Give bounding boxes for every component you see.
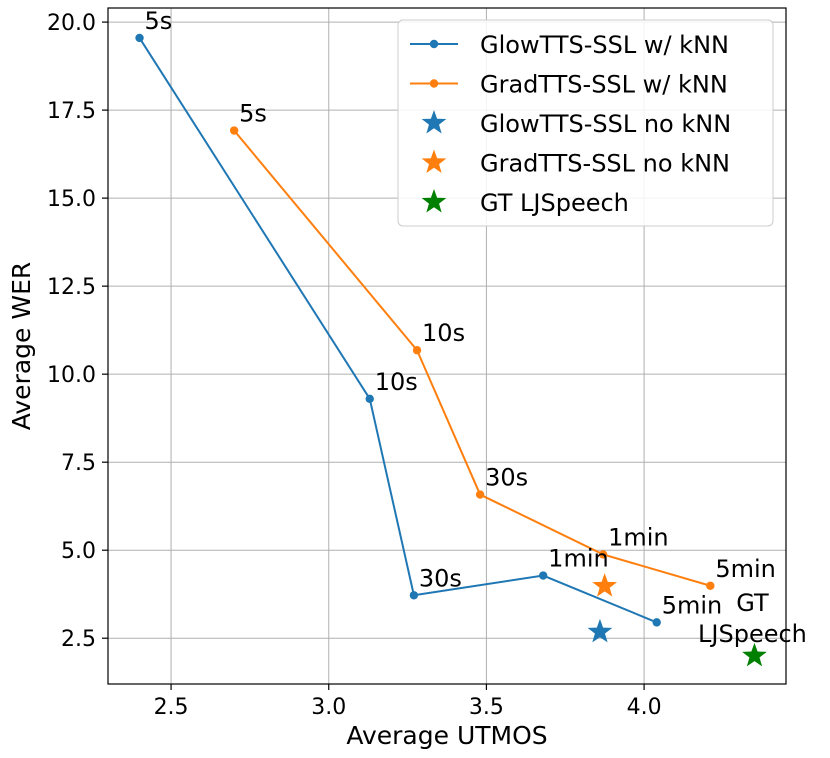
series-gradtts-ssl-no-knn	[592, 573, 618, 597]
series-gradtts-ssl-w-knn	[229, 126, 715, 590]
legend-item: GT LJSpeech	[421, 189, 629, 217]
data-point	[475, 490, 485, 499]
y-axis-label: Average WER	[7, 262, 36, 431]
point-label: 1min	[548, 545, 609, 573]
point-label: 30s	[419, 564, 462, 592]
point-label: 10s	[375, 368, 418, 396]
y-tick-label: 5.0	[61, 539, 96, 564]
point-label: 30s	[485, 464, 528, 492]
legend-star-swatch	[421, 189, 447, 213]
series-glowtts-ssl-w-knn	[135, 33, 661, 627]
legend-star-swatch	[421, 149, 447, 174]
point-label: GT	[736, 589, 769, 617]
plot-frame	[107, 7, 787, 685]
y-tick-label: 12.5	[47, 275, 96, 300]
legend-label: GlowTTS-SSL w/ kNN	[480, 31, 729, 59]
star-marker	[592, 573, 618, 597]
legend-item: GlowTTS-SSL no kNN	[421, 110, 731, 138]
legend-item: GradTTS-SSL no kNN	[421, 149, 730, 178]
plot-series	[135, 33, 767, 667]
point-label: 5min	[662, 591, 723, 619]
legend-item: GradTTS-SSL w/ kNN	[410, 71, 728, 99]
legend-label: GradTTS-SSL w/ kNN	[480, 71, 728, 99]
data-point	[409, 591, 419, 600]
data-point	[229, 126, 239, 135]
data-point	[652, 618, 661, 627]
x-tick-label: 3.5	[469, 695, 504, 720]
point-label: LJSpeech	[698, 620, 807, 648]
legend-label: GlowTTS-SSL no kNN	[480, 110, 731, 138]
series-glowtts-ssl-no-knn	[587, 618, 613, 643]
y-tick-label: 20.0	[47, 11, 96, 36]
axis-ticks: 2.5 3.0 3.5 4.0 2.5 5.0 7.5 10.0 12.5 15.0 17.5 20.…	[47, 11, 662, 720]
y-tick-label: 10.0	[47, 363, 96, 388]
legend-label: GradTTS-SSL no kNN	[480, 150, 730, 178]
legend-label: GT LJSpeech	[480, 189, 629, 217]
star-marker	[742, 642, 767, 667]
data-point	[365, 394, 374, 404]
legend-item: GlowTTS-SSL w/ kNN	[410, 31, 729, 59]
point-label: 5s	[239, 100, 267, 128]
legend-marker	[429, 39, 439, 49]
legend: GlowTTS-SSL w/ kNN GradTTS-SSL w/ kNN Glow…	[397, 19, 774, 227]
series-gt-ljspeech	[742, 642, 767, 667]
x-axis-label: Average UTMOS	[346, 721, 547, 750]
legend-marker	[429, 79, 439, 88]
data-point	[598, 550, 608, 559]
legend-star-swatch	[421, 110, 447, 134]
y-tick-label: 15.0	[47, 187, 96, 212]
point-labels: 5s 10s 30s 1min 5min 5s 10s 30s 1min 5min GT LJSpee…	[145, 7, 807, 648]
y-tick-label: 2.5	[61, 627, 96, 652]
y-tick-label: 17.5	[47, 99, 96, 124]
data-point	[135, 33, 144, 43]
data-point	[538, 571, 548, 580]
point-label: 10s	[422, 319, 465, 347]
y-tick-label: 7.5	[61, 451, 96, 476]
data-point	[706, 581, 715, 590]
x-tick-label: 2.5	[154, 695, 189, 720]
point-label: 5s	[145, 7, 173, 35]
x-tick-label: 4.0	[627, 695, 662, 720]
legend-box	[397, 19, 774, 227]
x-tick-label: 3.0	[311, 695, 346, 720]
star-marker	[587, 618, 613, 643]
data-point	[412, 346, 422, 355]
point-label: 5min	[715, 555, 776, 583]
point-label: 1min	[608, 523, 669, 551]
